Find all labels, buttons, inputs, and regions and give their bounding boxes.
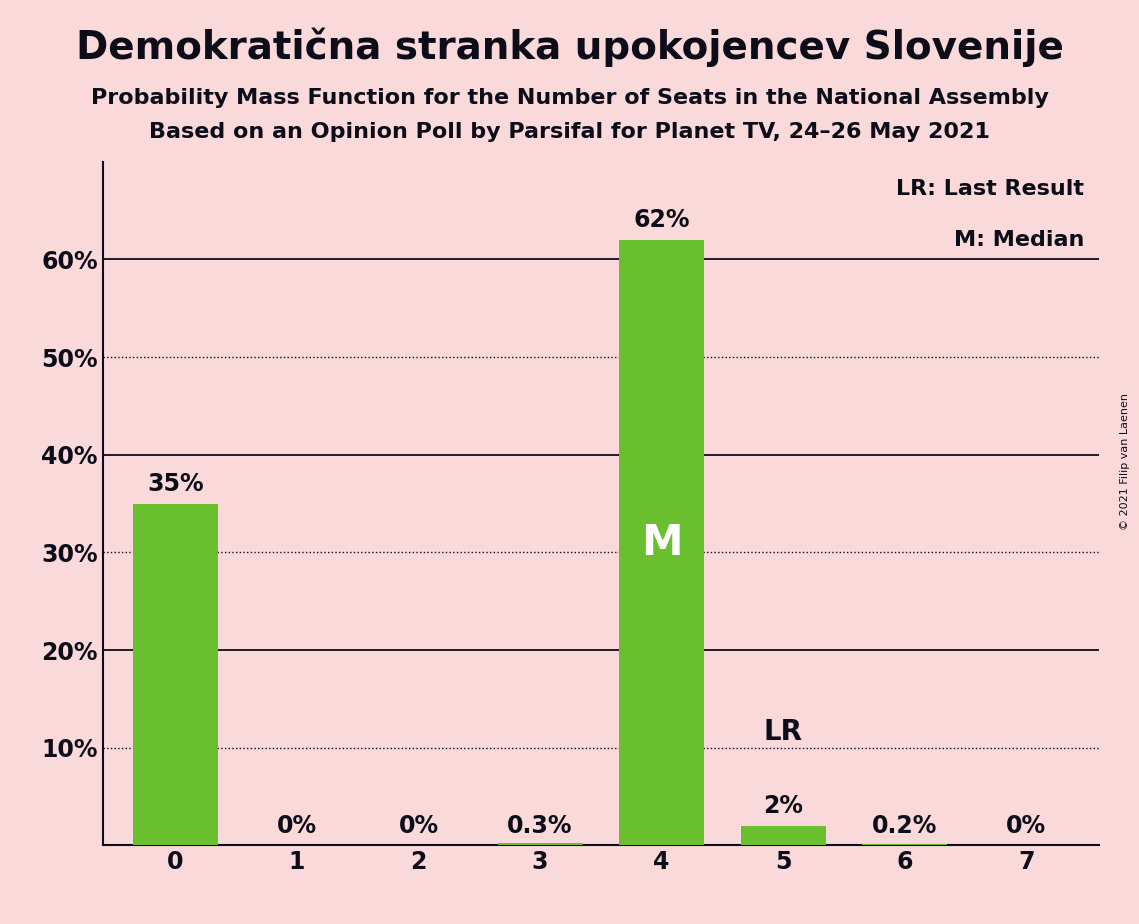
Text: 0%: 0%: [399, 814, 439, 838]
Text: LR: LR: [763, 718, 803, 746]
Text: 0%: 0%: [1006, 814, 1047, 838]
Text: 0.2%: 0.2%: [872, 814, 937, 838]
Bar: [133, 504, 218, 845]
Text: © 2021 Filip van Laenen: © 2021 Filip van Laenen: [1121, 394, 1130, 530]
Text: Probability Mass Function for the Number of Seats in the National Assembly: Probability Mass Function for the Number…: [91, 88, 1048, 108]
Text: 35%: 35%: [147, 472, 204, 496]
Bar: [620, 240, 704, 845]
Text: 0.3%: 0.3%: [507, 814, 573, 838]
Bar: [740, 826, 826, 845]
Text: Demokratična stranka upokojencev Slovenije: Demokratična stranka upokojencev Sloveni…: [75, 28, 1064, 67]
Bar: [498, 843, 582, 845]
Bar: [862, 844, 948, 845]
Text: M: M: [641, 522, 682, 564]
Text: 2%: 2%: [763, 794, 803, 818]
Text: LR: Last Result: LR: Last Result: [896, 179, 1084, 199]
Text: 62%: 62%: [633, 208, 690, 232]
Text: 0%: 0%: [277, 814, 317, 838]
Text: Based on an Opinion Poll by Parsifal for Planet TV, 24–26 May 2021: Based on an Opinion Poll by Parsifal for…: [149, 122, 990, 142]
Text: M: Median: M: Median: [953, 230, 1084, 250]
